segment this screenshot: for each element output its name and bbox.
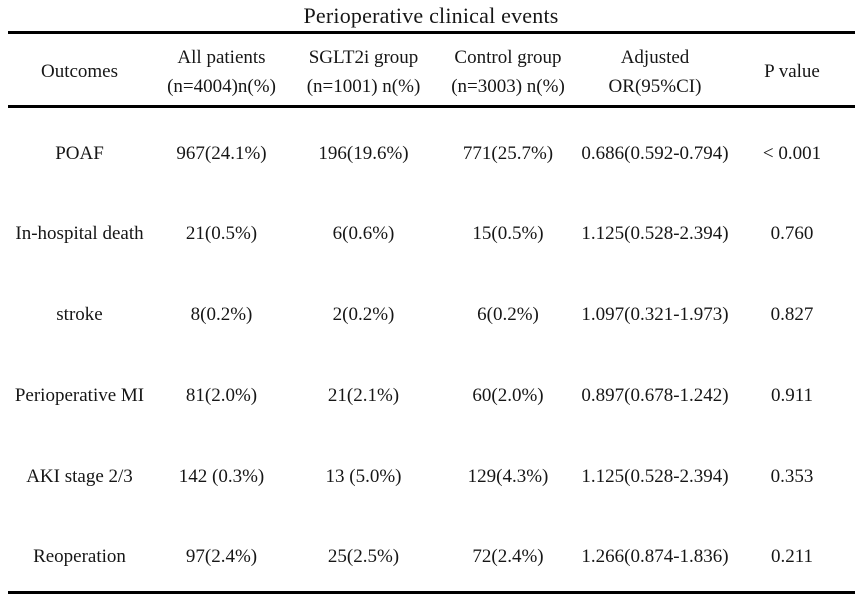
- cell-p-value: 0.760: [770, 223, 814, 244]
- column-header-outcomes: Outcomes: [8, 33, 151, 107]
- cell-sglt2i-group: 196(19.6%): [318, 142, 409, 164]
- cell-control-group: 72(2.4%): [472, 546, 544, 568]
- cell-adjusted-or: 1.125(0.528-2.394): [581, 466, 729, 487]
- cell-sglt2i-group: 2(0.2%): [332, 304, 395, 325]
- perioperative-events-table: Outcomes All patients (n=4004)n(%) SGLT2…: [8, 31, 855, 594]
- table-row-in-hospital-death: In-hospital death 21(0.5%) 6(0.6%) 15(0.…: [8, 188, 855, 269]
- cell-adjusted-or: 1.125(0.528-2.394): [581, 223, 729, 244]
- column-header-sglt2i-group: SGLT2i group (n=1001) n(%): [292, 33, 435, 107]
- cell-adjusted-or: 0.686(0.592-0.794): [581, 142, 729, 164]
- cell-all-patients: 967(24.1%): [176, 142, 267, 164]
- column-header-label: Adjusted: [620, 46, 690, 68]
- cell-control-group: 129(4.3%): [467, 466, 549, 487]
- cell-outcome: In-hospital death: [15, 223, 144, 244]
- column-header-label: Outcomes: [40, 61, 119, 82]
- cell-p-value: 0.911: [770, 385, 814, 406]
- table-row-reoperation: Reoperation 97(2.4%) 25(2.5%) 72(2.4%) 1…: [8, 512, 855, 593]
- column-header-subline: (n=4004)n(%): [167, 75, 276, 97]
- column-header-subline: OR(95%CI): [608, 75, 702, 97]
- cell-outcome: Perioperative MI: [14, 385, 145, 406]
- table-body: POAF 967(24.1%) 196(19.6%) 771(25.7%) 0.…: [8, 107, 855, 593]
- cell-sglt2i-group: 21(2.1%): [327, 385, 400, 406]
- column-header-subline: (n=1001) n(%): [306, 75, 421, 97]
- cell-control-group: 771(25.7%): [462, 142, 554, 164]
- column-header-control-group: Control group (n=3003) n(%): [435, 33, 581, 107]
- table-header: Outcomes All patients (n=4004)n(%) SGLT2…: [8, 33, 855, 107]
- cell-outcome: stroke: [56, 304, 103, 325]
- cell-all-patients: 142 (0.3%): [178, 466, 265, 487]
- table-row-perioperative-mi: Perioperative MI 81(2.0%) 21(2.1%) 60(2.…: [8, 350, 855, 431]
- table-row-poaf: POAF 967(24.1%) 196(19.6%) 771(25.7%) 0.…: [8, 107, 855, 188]
- cell-outcome: POAF: [55, 142, 104, 164]
- header-row: Outcomes All patients (n=4004)n(%) SGLT2…: [8, 33, 855, 107]
- cell-adjusted-or: 1.097(0.321-1.973): [581, 304, 729, 325]
- cell-sglt2i-group: 13 (5.0%): [325, 466, 402, 487]
- column-header-p-value: P value: [729, 33, 855, 107]
- column-header-subline: (n=3003) n(%): [451, 75, 565, 97]
- cell-all-patients: 21(0.5%): [185, 223, 258, 244]
- cell-adjusted-or: 1.266(0.874-1.836): [581, 546, 729, 568]
- cell-control-group: 15(0.5%): [472, 223, 544, 244]
- table-row-stroke: stroke 8(0.2%) 2(0.2%) 6(0.2%) 1.097(0.3…: [8, 269, 855, 350]
- cell-p-value: 0.827: [770, 304, 814, 325]
- column-header-all-patients: All patients (n=4004)n(%): [151, 33, 292, 107]
- cell-p-value: 0.353: [770, 466, 814, 487]
- cell-outcome: AKI stage 2/3: [26, 466, 133, 487]
- cell-adjusted-or: 0.897(0.678-1.242): [581, 385, 729, 406]
- column-header-label: Control group: [454, 46, 562, 68]
- cell-control-group: 6(0.2%): [477, 304, 539, 325]
- cell-p-value: 0.211: [770, 546, 814, 568]
- cell-all-patients: 97(2.4%): [185, 546, 258, 568]
- table-title: Perioperative clinical events: [303, 3, 559, 28]
- cell-all-patients: 81(2.0%): [185, 385, 258, 406]
- cell-control-group: 60(2.0%): [472, 385, 544, 406]
- cell-sglt2i-group: 25(2.5%): [327, 546, 400, 568]
- cell-outcome: Reoperation: [33, 546, 126, 568]
- column-header-adjusted-or: Adjusted OR(95%CI): [581, 33, 729, 107]
- column-header-label: SGLT2i group: [308, 46, 419, 68]
- cell-all-patients: 8(0.2%): [190, 304, 253, 325]
- column-header-label: All patients: [177, 46, 266, 68]
- column-header-label: P value: [764, 61, 820, 82]
- table-row-aki-stage-2-3: AKI stage 2/3 142 (0.3%) 13 (5.0%) 129(4…: [8, 431, 855, 512]
- cell-p-value: < 0.001: [762, 142, 822, 164]
- cell-sglt2i-group: 6(0.6%): [332, 223, 395, 244]
